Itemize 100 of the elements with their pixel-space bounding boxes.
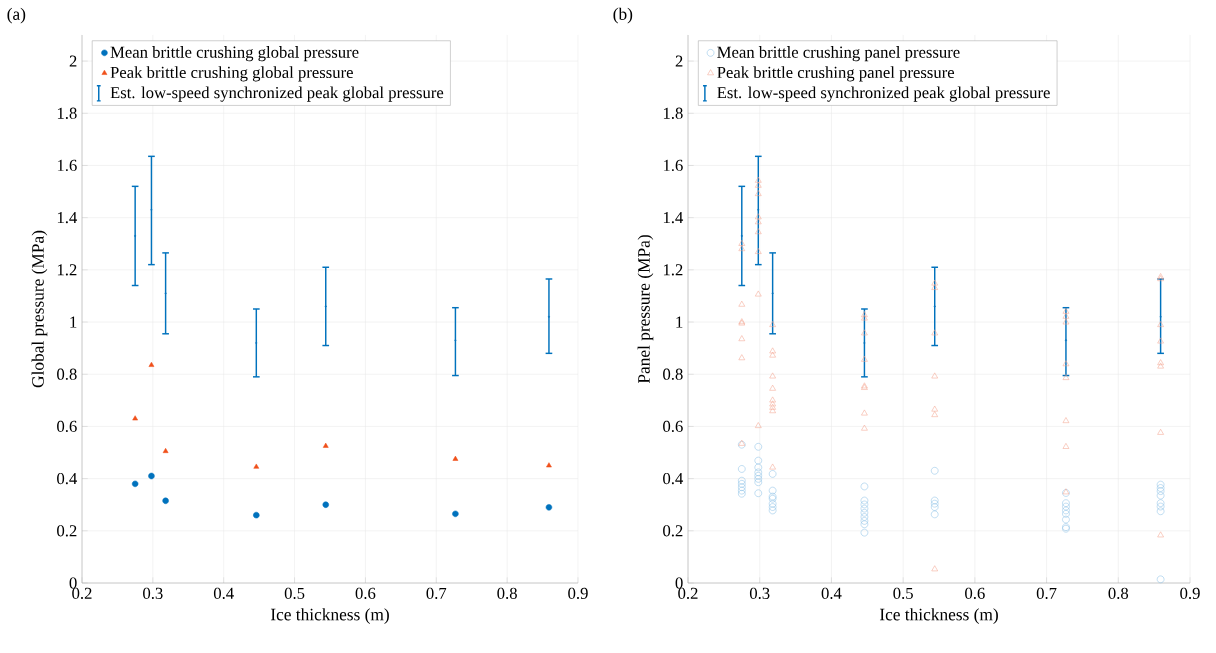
point (861, 314, 868, 321)
text: (b) (613, 7, 633, 24)
point (738, 245, 746, 251)
x-tick-label: 0.5 (893, 587, 913, 600)
point (860, 496, 869, 505)
x-tick-label: 0.6 (355, 587, 376, 600)
point (1157, 362, 1164, 369)
point (322, 442, 329, 448)
point (738, 486, 746, 495)
point (738, 335, 746, 342)
y-tick-label: 1.6 (57, 159, 77, 172)
y-tick-label: 1.4 (663, 212, 684, 224)
point (930, 510, 939, 519)
y-tick-label: 1.2 (57, 264, 77, 276)
x-tick-label: 0.4 (821, 587, 842, 600)
point (1062, 510, 1070, 518)
point (860, 528, 869, 537)
x-tick-label: 0.9 (1180, 587, 1200, 600)
point (755, 176, 762, 183)
point (162, 497, 169, 504)
point (754, 472, 763, 480)
point (1156, 507, 1165, 515)
point (755, 228, 762, 235)
point (931, 329, 938, 336)
x-tick-label: 0.3 (143, 587, 163, 600)
y-tick-label: 0.2 (57, 525, 77, 537)
point (1062, 318, 1070, 325)
point (860, 500, 869, 509)
point (931, 279, 938, 286)
point (931, 372, 938, 379)
y-tick-label: 1.8 (57, 107, 77, 119)
point (861, 355, 868, 362)
point (768, 486, 777, 495)
point (861, 409, 868, 416)
point (860, 504, 869, 513)
point (861, 424, 868, 431)
point (769, 400, 776, 407)
y-tick-label: 0.6 (57, 420, 77, 433)
x-tick-label: 0.8 (1108, 587, 1129, 600)
point (1156, 499, 1165, 507)
point (1156, 487, 1165, 495)
point (253, 511, 260, 519)
x-axis-title: Ice thickness (m) (879, 608, 998, 624)
point (148, 361, 155, 367)
y-tick-label: 0.4 (663, 472, 684, 485)
point (754, 468, 763, 477)
legend-label: Mean brittle crushing panel pressure (717, 46, 960, 62)
x-tick-label: 0.7 (1036, 587, 1057, 600)
point (738, 490, 746, 498)
point (769, 321, 776, 327)
y-tick-label: 1.8 (663, 107, 683, 119)
point (769, 396, 776, 403)
y-tick-label: 0 (675, 577, 683, 589)
y-tick-label: 0.4 (57, 472, 78, 485)
point (930, 467, 939, 475)
legend-label: Peak brittle crushing global pressure (110, 66, 353, 82)
x-axis-title: Ice thickness (m) (270, 608, 389, 624)
point (1062, 417, 1070, 423)
y-tick-label: 0.2 (663, 525, 683, 537)
point (738, 300, 746, 307)
point (546, 462, 552, 468)
point (1157, 359, 1164, 366)
legend-label: Est. low-speed synchronized peak global pressure (110, 86, 444, 102)
point (1157, 321, 1164, 327)
point (860, 513, 869, 521)
point (131, 480, 139, 488)
point (545, 504, 553, 511)
point (452, 510, 459, 518)
point (322, 501, 329, 508)
point (162, 448, 169, 453)
point (754, 463, 763, 472)
point (754, 456, 763, 465)
point (1062, 312, 1070, 319)
text: (a) (7, 7, 26, 24)
point (931, 565, 938, 572)
point (1156, 491, 1165, 500)
point (769, 372, 776, 379)
point (755, 181, 762, 188)
point (768, 503, 777, 511)
point (1062, 506, 1070, 515)
point (755, 218, 762, 225)
point (1156, 480, 1165, 489)
y-tick-label: 1 (676, 316, 683, 328)
point (860, 509, 869, 517)
y-tick-label: 0 (69, 577, 77, 589)
x-tick-label: 0.3 (749, 587, 770, 600)
point (931, 411, 938, 417)
point (1062, 515, 1070, 524)
point (1062, 360, 1070, 367)
point (1156, 502, 1165, 511)
point (132, 415, 138, 421)
y-axis-title: Global pressure (MPa) (31, 230, 48, 388)
y-tick-label: 0.8 (663, 368, 683, 380)
point (768, 499, 777, 508)
point (1062, 443, 1070, 449)
point (738, 476, 746, 485)
point (769, 384, 776, 391)
point (754, 489, 763, 497)
point (1062, 499, 1070, 507)
point (769, 347, 776, 354)
